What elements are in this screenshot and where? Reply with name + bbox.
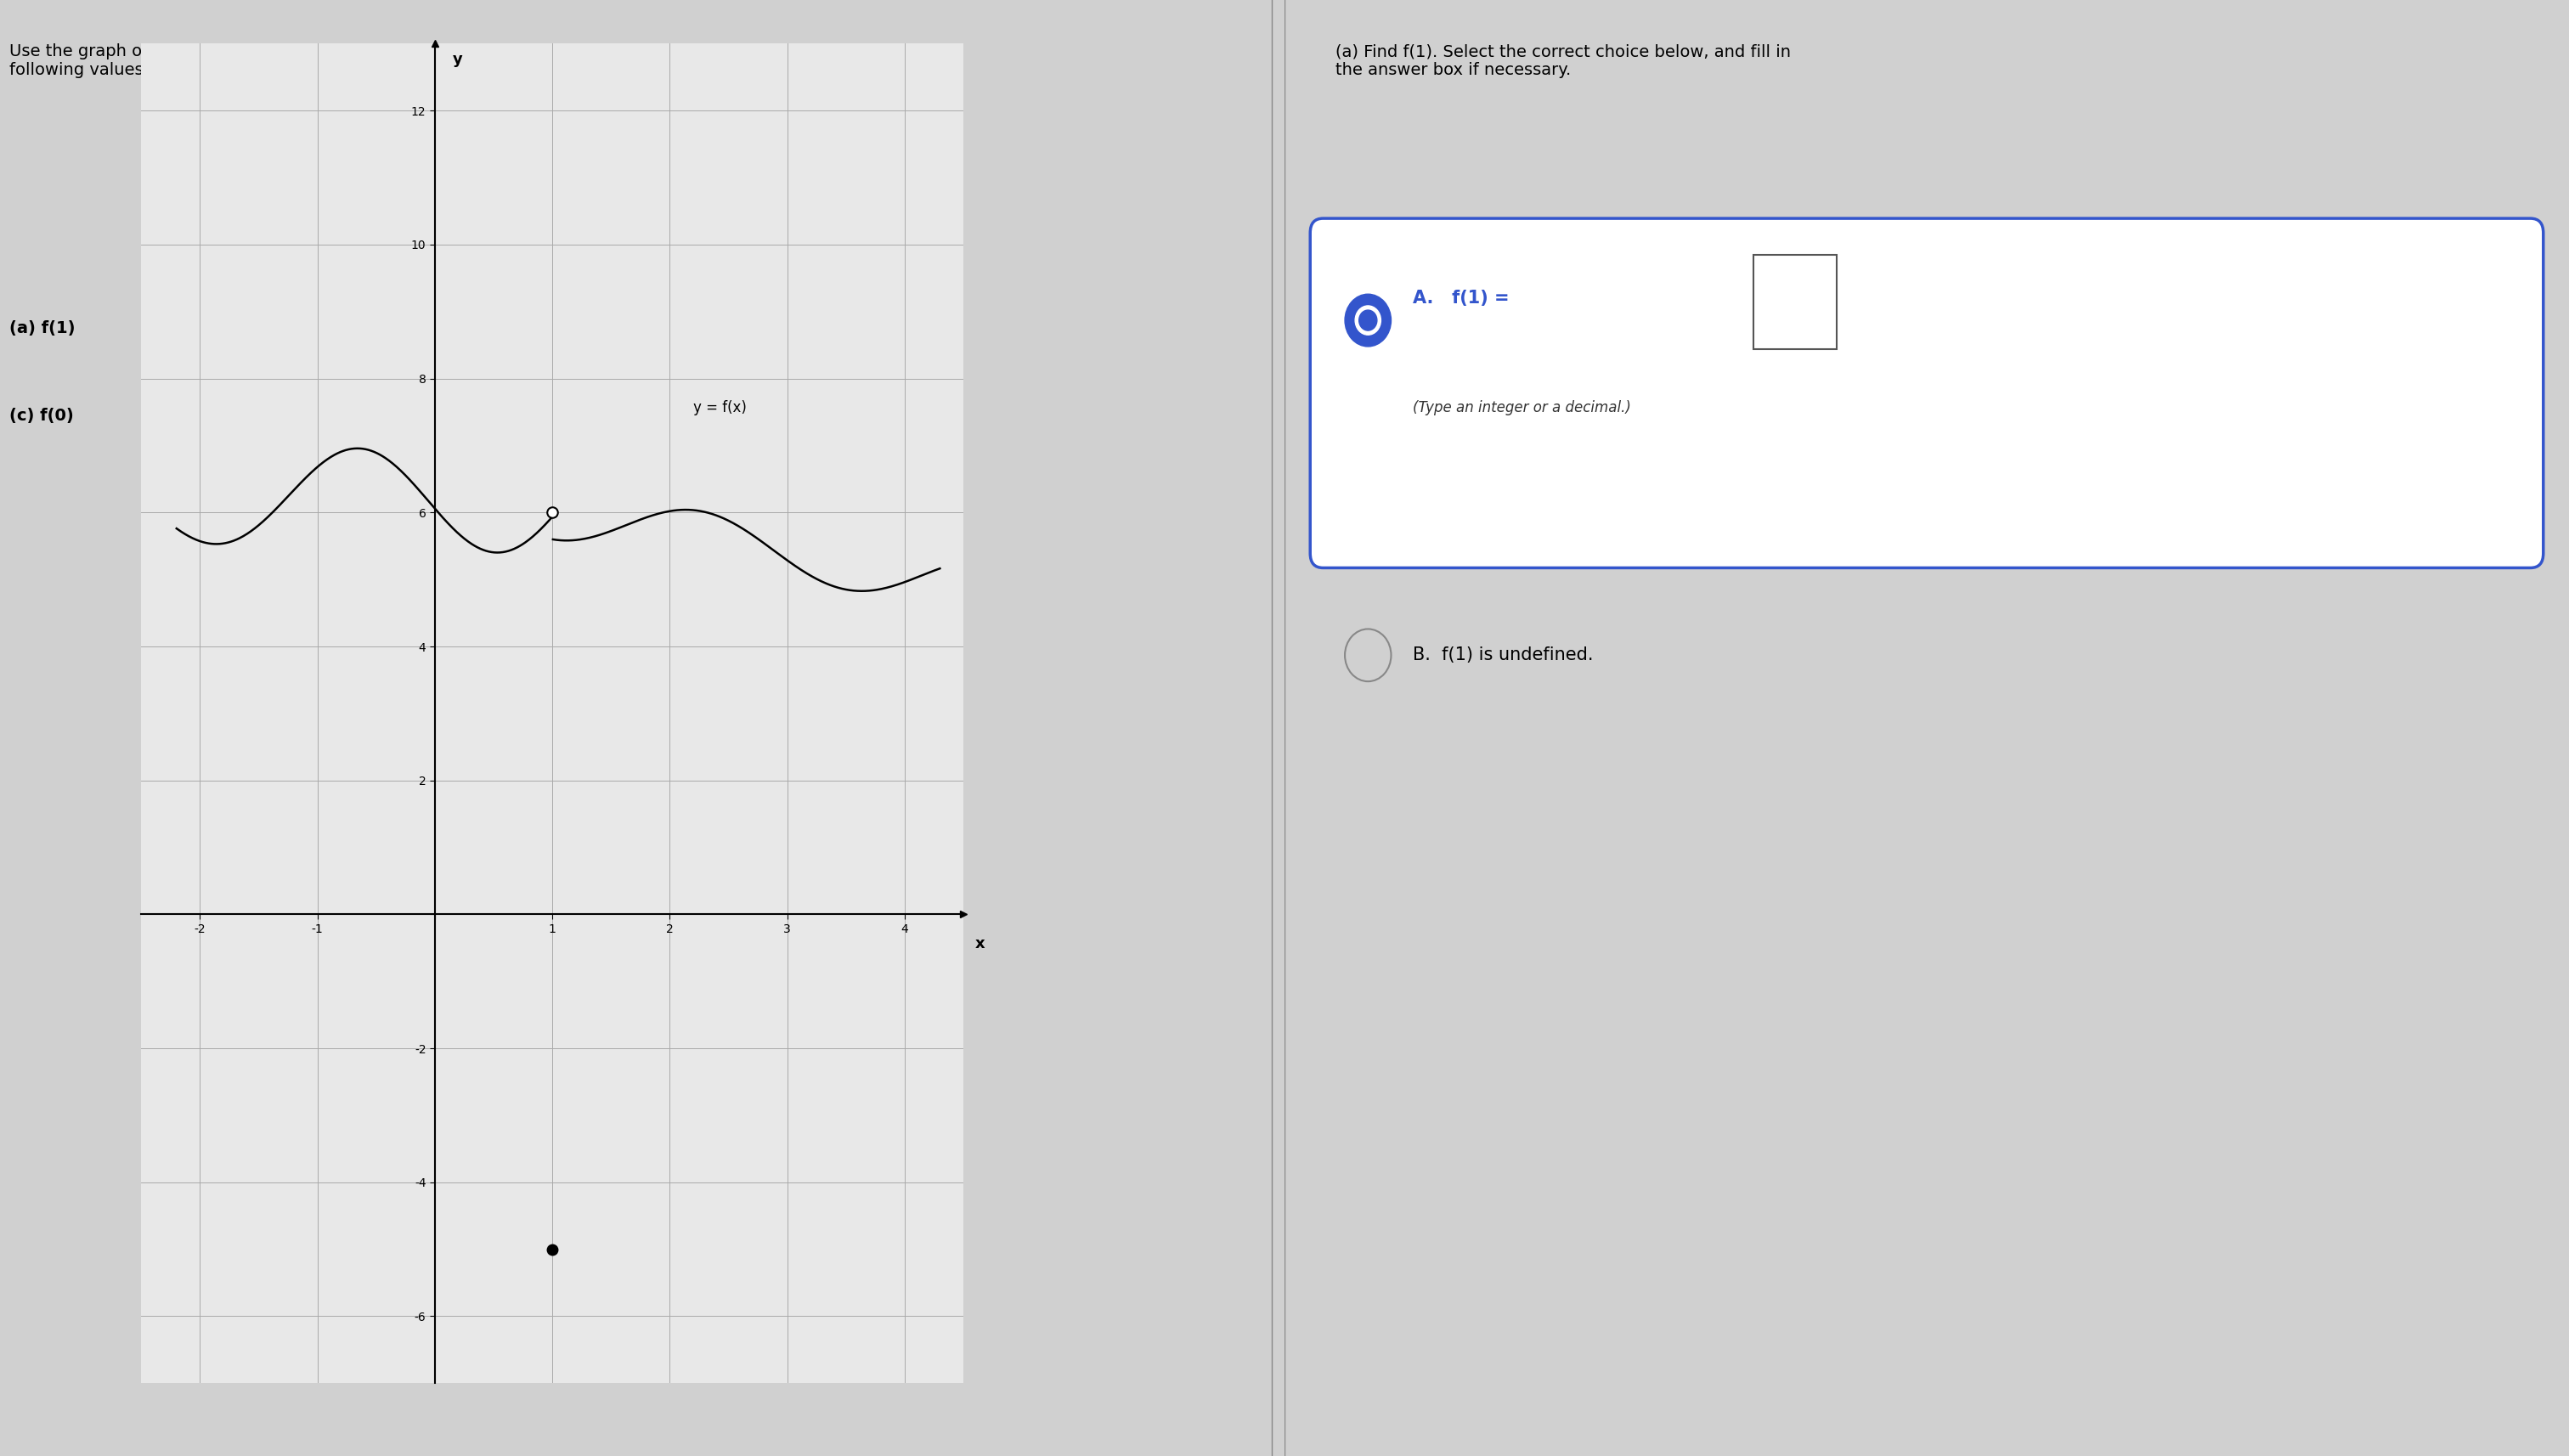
- Circle shape: [1356, 306, 1382, 335]
- Text: x→1: x→1: [241, 328, 270, 341]
- Text: y: y: [452, 52, 462, 67]
- FancyBboxPatch shape: [1752, 255, 1837, 349]
- FancyBboxPatch shape: [1310, 218, 2543, 568]
- Text: (c) f(0): (c) f(0): [10, 408, 75, 424]
- Text: A.   f(1) =: A. f(1) =: [1413, 290, 1516, 307]
- Text: (a) f(1): (a) f(1): [10, 320, 75, 336]
- Circle shape: [1346, 294, 1392, 347]
- Text: x→0: x→0: [241, 430, 270, 443]
- Text: (d) lim f(x): (d) lim f(x): [213, 364, 313, 380]
- Text: B.  f(1) is undefined.: B. f(1) is undefined.: [1413, 646, 1593, 664]
- Text: (Type an integer or a decimal.): (Type an integer or a decimal.): [1413, 400, 1631, 415]
- Text: y = f(x): y = f(x): [694, 400, 748, 415]
- Text: Use the graph of f(x) in the given figure to find the
following values, if they : Use the graph of f(x) in the given figur…: [10, 44, 432, 79]
- Text: x: x: [976, 936, 984, 951]
- Circle shape: [1359, 310, 1377, 331]
- Text: (a) Find f(1). Select the correct choice below, and fill in
the answer box if ne: (a) Find f(1). Select the correct choice…: [1336, 44, 1791, 79]
- Text: (b) lim f(x): (b) lim f(x): [213, 262, 313, 278]
